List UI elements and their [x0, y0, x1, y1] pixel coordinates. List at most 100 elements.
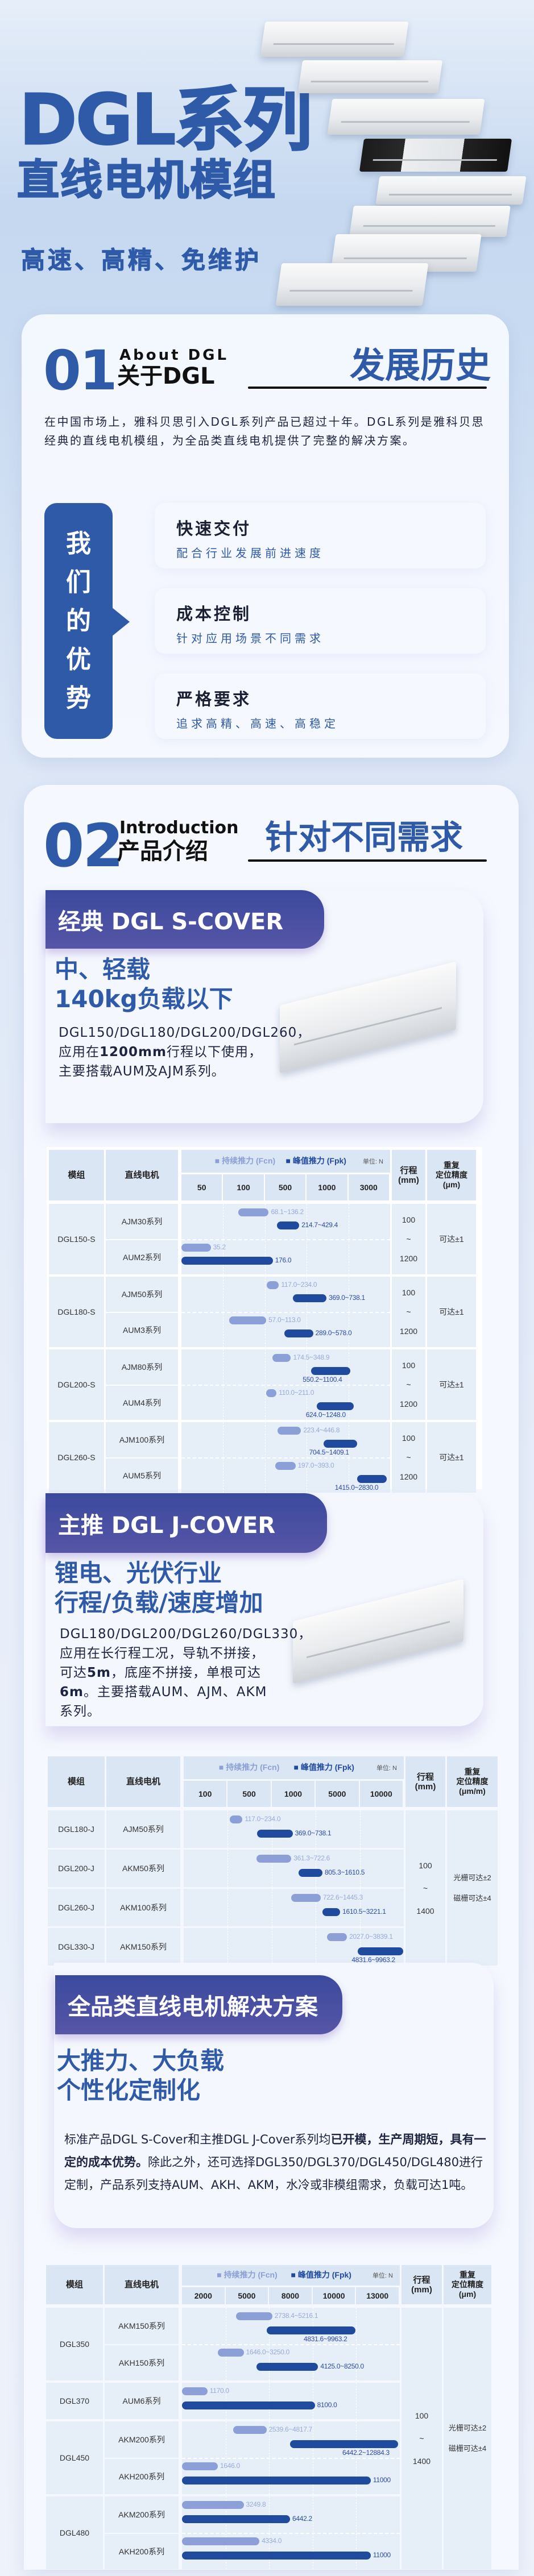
arrow-right-icon	[111, 607, 130, 637]
row-divider	[182, 2458, 400, 2459]
header-module: 模组	[49, 1150, 104, 1200]
row-divider	[182, 2344, 400, 2345]
fcn-bar	[229, 1815, 243, 1823]
fpk-bar	[181, 1257, 273, 1265]
stroke-cell: 100 ~ 1200	[392, 1422, 425, 1493]
fcn-bar	[272, 1353, 291, 1362]
gridline	[356, 2383, 357, 2419]
fpk-bar	[182, 2476, 371, 2484]
fcn-value-label: 361.3~722.6	[293, 1854, 330, 1862]
axis-tick-label: 3000	[348, 1174, 389, 1200]
advantage-title: 快速交付	[176, 519, 252, 538]
hero-title: DGL系列	[18, 80, 313, 160]
motor-cell: AUM4系列	[106, 1386, 178, 1420]
header-motor: 直线电机	[106, 1756, 180, 1807]
fpk-bar	[299, 1868, 322, 1877]
axis-tick-label: 5000	[225, 2287, 268, 2304]
advantage-subtitle: 配合行业发展前进速度	[176, 546, 324, 560]
text-segment: 行程以下使用，主要搭载AUM及AJM系列。	[59, 1045, 262, 1079]
fpk-bar	[284, 1329, 313, 1338]
text-segment: 。主要搭载AUM、AJM、AKM系列。	[60, 1685, 267, 1719]
module-cell: DGL260-S	[49, 1422, 104, 1493]
fpk-value-label: 1610.5~3221.1	[342, 1907, 386, 1916]
legend-fcn: ■ 持续推力 (Fcn)	[218, 1763, 280, 1772]
motor-cell: AKH150系列	[105, 2345, 179, 2380]
module-cell: DGL200-J	[48, 1850, 105, 1887]
legend-fpk: ■ 峰值推力 (Fpk)	[291, 2270, 351, 2279]
precision-cell: 可达±1	[427, 1204, 476, 1274]
fcn-value-label: 2539.6~4817.7	[268, 2425, 313, 2434]
motor-cell: AJM50系列	[106, 1277, 178, 1312]
axis-cell	[184, 1850, 404, 1887]
unit-label: 单位: N	[376, 1765, 397, 1772]
full-solution-headline: 大推力、大负载 个性化定制化	[57, 2046, 224, 2105]
axis-tick-label: 50	[181, 1174, 222, 1200]
advantage-title: 成本控制	[176, 604, 252, 624]
section-number: 01	[43, 339, 118, 402]
fcn-value-label: 117.0~234.0	[245, 1814, 281, 1823]
fcn-bar	[218, 2349, 244, 2357]
motor-cell: AUM3系列	[106, 1313, 178, 1347]
header-stroke: 行程 (mm)	[401, 2265, 442, 2304]
fpk-bar	[293, 1294, 327, 1303]
product-image	[297, 60, 443, 93]
about-description: 在中国市场上，雅科贝思引入DGL系列产品已超过十年。DGL系列是雅科贝思经典的直…	[44, 415, 485, 447]
gridline	[227, 1928, 229, 1966]
row-divider	[181, 1457, 390, 1459]
fpk-value-label: 369.0~738.1	[329, 1294, 365, 1302]
fpk-value-label: 550.2~1100.4	[303, 1376, 342, 1384]
motor-cell: AUM6系列	[105, 2383, 179, 2419]
text-segment: DGL180/DGL200/DGL260/DGL330，应用在长行程工况，导轨不…	[60, 1627, 312, 1680]
axis-cell	[182, 2383, 400, 2419]
axis-tick-label: 1000	[271, 1781, 315, 1807]
fpk-value-label: 6442.2	[292, 2514, 312, 2523]
fpk-value-label: 214.7~429.4	[301, 1221, 338, 1229]
advantage-title: 严格要求	[176, 689, 252, 709]
header-stroke: 行程 (mm)	[405, 1756, 445, 1807]
fcn-bar	[181, 1243, 211, 1252]
headline-line: 中、轻载	[55, 955, 151, 983]
headline-line: 行程/负载/速度增加	[55, 1589, 263, 1617]
fpk-bar	[358, 1947, 404, 1955]
fcn-value-label: 117.0~234.0	[281, 1280, 317, 1289]
axis-tick-label: 8000	[269, 2287, 312, 2304]
advantages-char: 优	[66, 645, 91, 674]
gridline	[227, 1889, 229, 1926]
section-number: 02	[43, 811, 124, 880]
axis-tick-label: 5000	[316, 1781, 359, 1807]
advantages-char: 势	[66, 683, 91, 713]
s-cover-banner: 经典 DGL S-COVER	[45, 890, 324, 949]
product-image	[327, 99, 485, 135]
fpk-bar	[311, 1367, 351, 1376]
stroke-cell: 100 ~ 1400	[405, 1810, 445, 1966]
fcn-bar	[266, 1389, 277, 1397]
fcn-value-label: 2738.4~5216.1	[274, 2312, 318, 2320]
fcn-bar	[278, 1426, 301, 1435]
motor-cell: AKH200系列	[105, 2459, 179, 2494]
text-segment: 5m	[87, 1665, 111, 1680]
section-title-cn: 产品介绍	[117, 838, 208, 865]
text-segment: 已开模，生产周期短，具有一定的成本优势。	[64, 2133, 486, 2169]
advantages-char: 的	[66, 606, 91, 635]
motor-cell: AKM150系列	[105, 2308, 179, 2344]
stroke-cell: 100 ~ 1400	[401, 2308, 442, 2569]
row-divider	[182, 2533, 400, 2534]
fcn-bar	[182, 2462, 218, 2471]
product-image	[275, 263, 429, 306]
module-cell: DGL330-J	[48, 1928, 105, 1966]
fpk-value-label: 4831.6~9963.2	[351, 1955, 395, 1964]
advantage-subtitle: 针对应用场景不同需求	[176, 631, 324, 645]
fpk-bar	[266, 2326, 355, 2334]
header-precision: 重复 定位精度 (μm)	[444, 2265, 491, 2304]
motor-cell: AJM30系列	[106, 1204, 178, 1239]
precision-cell: 可达±1	[427, 1349, 476, 1420]
advantages-char: 们	[66, 567, 91, 597]
gridline	[227, 1810, 229, 1848]
text-segment: 除此之外，还可选择DGL350/DGL370/DGL450/DGL480进行定制…	[64, 2155, 483, 2192]
fpk-bar	[324, 1440, 357, 1448]
axis-tick-label: 2000	[182, 2287, 225, 2304]
axis-cell	[184, 1928, 404, 1966]
product-image	[375, 176, 527, 205]
fcn-value-label: 4334.0	[262, 2537, 282, 2545]
module-cell: DGL370	[46, 2383, 103, 2419]
